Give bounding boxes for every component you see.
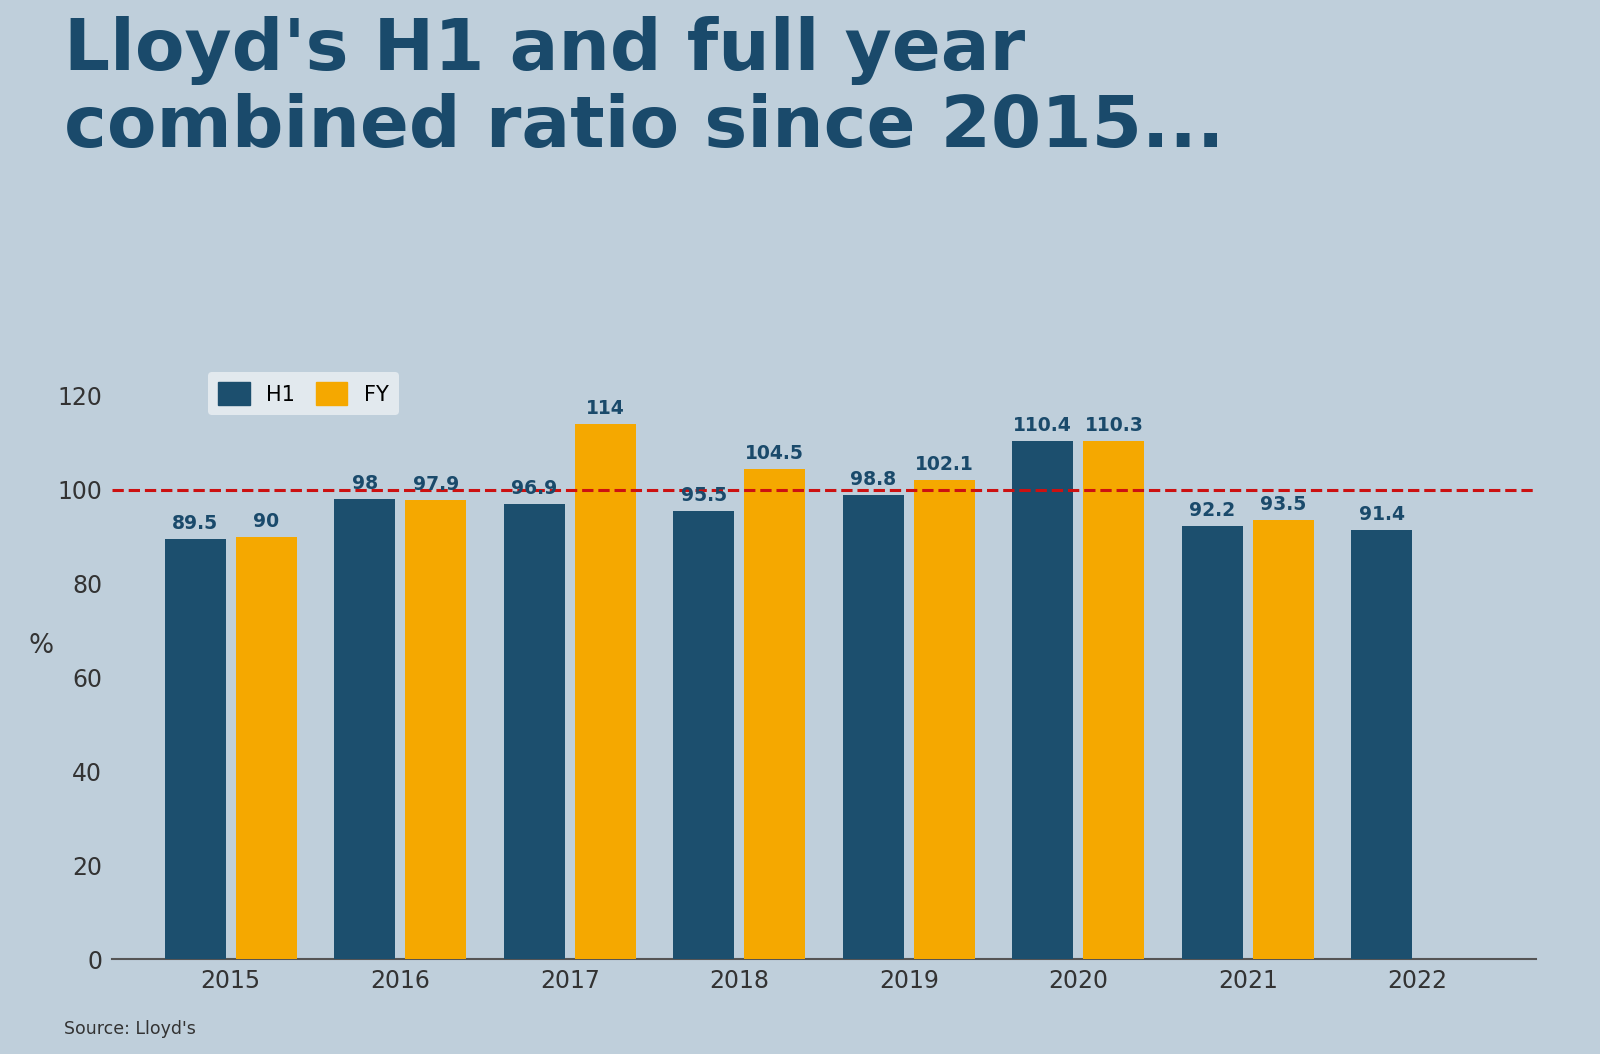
Bar [1013, 441, 1074, 959]
Text: 97.9: 97.9 [413, 474, 459, 493]
Text: Lloyd's H1 and full year
combined ratio since 2015...: Lloyd's H1 and full year combined ratio … [64, 16, 1224, 162]
Bar [843, 495, 904, 959]
Bar [334, 500, 395, 959]
Bar [674, 511, 734, 959]
Text: 95.5: 95.5 [680, 486, 726, 505]
Bar [504, 504, 565, 959]
Text: Source: Lloyd's: Source: Lloyd's [64, 1020, 195, 1038]
Text: 91.4: 91.4 [1358, 505, 1405, 524]
Text: 114: 114 [586, 399, 624, 418]
Text: 90: 90 [253, 511, 280, 530]
Bar [1352, 530, 1413, 959]
Bar [574, 424, 635, 959]
Bar [1182, 526, 1243, 959]
Legend: H1, FY: H1, FY [208, 372, 398, 415]
Text: 110.4: 110.4 [1013, 416, 1072, 435]
Text: 93.5: 93.5 [1261, 495, 1307, 514]
Bar [914, 480, 974, 959]
Text: 104.5: 104.5 [746, 444, 805, 463]
Y-axis label: %: % [29, 632, 53, 659]
Text: 98: 98 [352, 474, 378, 493]
Text: 92.2: 92.2 [1189, 502, 1235, 521]
Text: 102.1: 102.1 [915, 455, 974, 474]
Bar [1083, 442, 1144, 959]
Bar [165, 539, 226, 959]
Bar [235, 536, 296, 959]
Text: 89.5: 89.5 [173, 514, 218, 533]
Text: 110.3: 110.3 [1085, 416, 1144, 435]
Text: 96.9: 96.9 [510, 480, 557, 499]
Text: 98.8: 98.8 [850, 470, 896, 489]
Bar [405, 500, 466, 959]
Bar [1253, 521, 1314, 959]
Bar [744, 469, 805, 959]
